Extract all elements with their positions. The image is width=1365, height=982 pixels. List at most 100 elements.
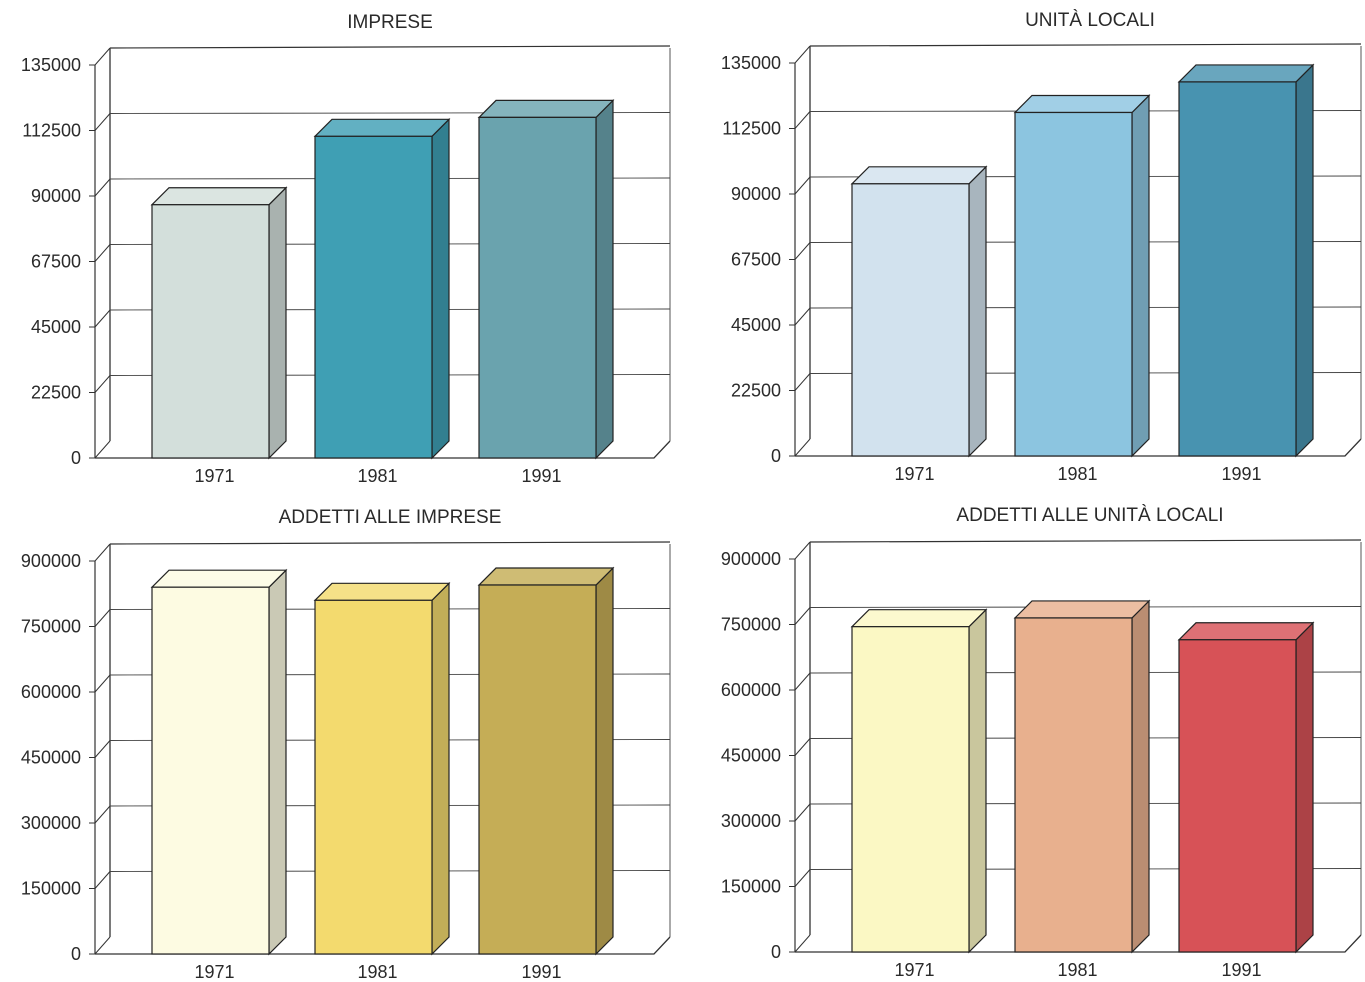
x-category-label: 1991 [521,962,561,982]
bar [313,117,451,460]
tick-connector [94,440,111,459]
bar-front [478,584,597,955]
bar-top [313,118,451,137]
bar [313,581,451,956]
y-tick-label: 150000 [721,877,781,897]
tick-connector [94,178,111,197]
tick-connector [94,740,111,758]
floor-edge [795,934,1362,953]
x-category-label: 1971 [894,464,934,484]
y-tick-label: 135000 [21,55,81,75]
back-wall-top-edge [109,45,671,49]
x-category-label: 1971 [894,960,934,980]
tick-connector [794,111,811,129]
chart-panel: IMPRESE 0 22500 45000 67500 90000 112500 135000… [21,12,671,486]
tick-connector [794,607,811,625]
back-wall-top-edge [109,541,671,545]
bar [1177,63,1315,458]
chart-title: ADDETTI ALLE IMPRESE [279,507,502,528]
y-tick-label: 112500 [722,119,781,139]
bar-front [851,626,970,953]
y-tick-label: 600000 [721,680,781,700]
floor-edge [95,440,671,459]
y-tick-label: 22500 [731,381,781,401]
y-tick-label: 0 [71,944,81,964]
bar-top [150,569,288,588]
bar-side [1131,599,1150,954]
back-wall-top-edge [809,43,1362,47]
y-tick-label: 67500 [731,250,781,270]
tick-connector [794,934,811,953]
chart-title: IMPRESE [347,12,433,33]
x-category-label: 1971 [194,962,234,982]
back-wall-top-edge [809,539,1362,543]
tick-connector [794,803,811,822]
floor-edge [95,936,671,955]
bar-side [595,566,614,956]
bar-front [314,599,433,955]
bar [150,186,288,460]
x-category-label: 1981 [357,962,397,982]
y-tick-label: 900000 [21,551,81,571]
tick-connector [794,438,811,457]
tick-connector [94,674,111,693]
tick-connector [794,373,811,391]
x-category-label: 1981 [357,466,397,486]
bar-top [477,99,615,119]
tick-connector [794,307,811,326]
bar-top [313,582,451,601]
bar-front [314,135,433,459]
chart-panel: ADDETTI ALLE IMPRESE 0 150000 300000 450000 6… [21,507,671,982]
bar [477,566,615,956]
bar-side [431,581,450,956]
bar-side [268,186,287,460]
bar-front [1014,111,1133,457]
y-tick-label: 0 [771,446,781,466]
bar [150,568,288,956]
x-category-label: 1991 [1221,960,1261,980]
chart-panel: ADDETTI ALLE UNITÀ LOCALI 0 150000 300000 45… [721,505,1362,980]
x-category-label: 1981 [1057,960,1097,980]
y-tick-label: 112500 [22,121,81,141]
bar-side [431,117,450,460]
y-tick-label: 900000 [721,549,781,569]
y-tick-label: 90000 [731,184,781,204]
tick-connector [94,375,111,393]
chart-title: ADDETTI ALLE UNITÀ LOCALI [956,505,1223,526]
bar-side [1295,621,1314,954]
tick-connector [94,936,111,955]
bar [1013,94,1151,458]
bar-front [851,183,970,457]
tick-connector [94,609,111,627]
x-category-label: 1991 [521,466,561,486]
y-tick-label: 300000 [21,813,81,833]
tick-connector [94,309,111,328]
y-tick-label: 750000 [21,617,81,637]
y-tick-label: 90000 [31,186,81,206]
bar [1177,621,1315,954]
x-category-label: 1981 [1057,464,1097,484]
bar-side [968,165,987,458]
bar-top [1013,94,1151,114]
y-tick-label: 450000 [721,746,781,766]
bar-top [850,609,988,628]
chart-panel: UNITÀ LOCALI 0 22500 45000 67500 90000 112500 1… [721,10,1362,484]
floor-edge [795,438,1362,457]
bar-top [1177,64,1315,83]
bar-side [595,98,614,460]
tick-connector [94,47,111,66]
y-tick-label: 45000 [31,317,81,337]
y-tick-label: 600000 [21,682,81,702]
bar-top [1177,622,1315,641]
tick-connector [794,672,811,691]
bar [850,608,988,954]
y-tick-label: 135000 [721,53,781,73]
tick-connector [794,738,811,756]
x-category-label: 1991 [1221,464,1261,484]
bar-side [1131,94,1150,458]
bar-front [1014,617,1133,953]
bar-front [478,116,597,459]
x-category-label: 1971 [194,466,234,486]
bar-top [1013,600,1151,619]
